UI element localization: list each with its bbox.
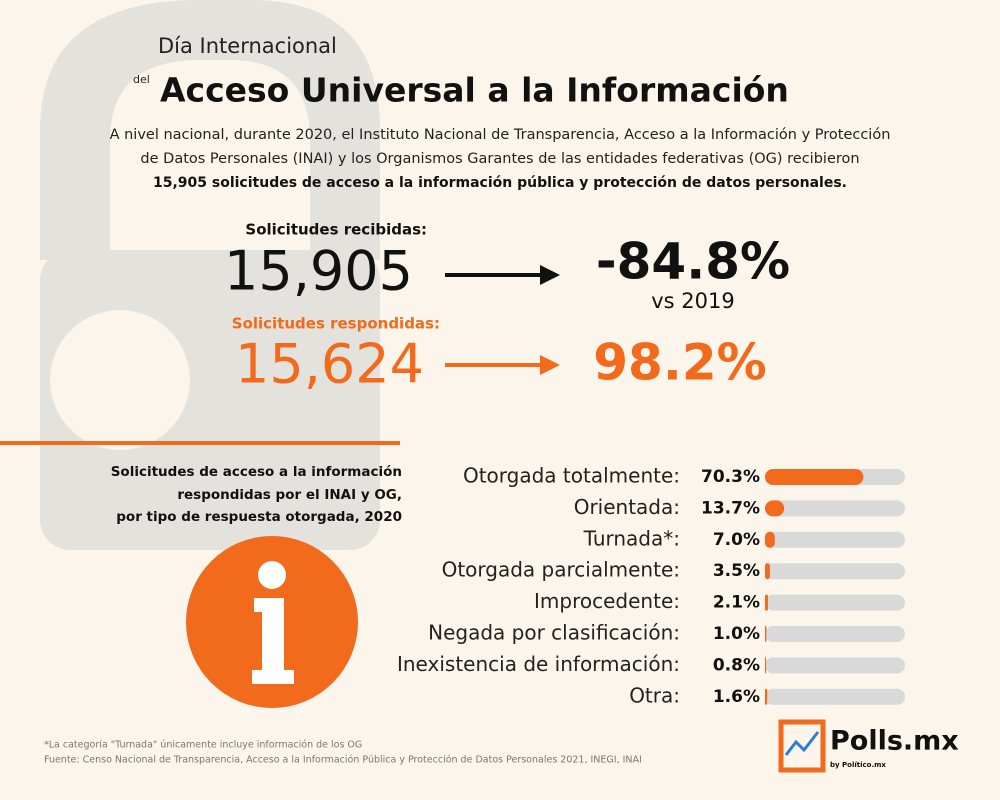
received-number: 15,905 [224,240,413,303]
arrow-head [540,355,560,375]
value-label: 1.6% [713,687,760,707]
answered-share: 98.2% [593,334,766,392]
chart-title: respondidas por el INAI y OG, [177,487,402,503]
source: Fuente: Censo Nacional de Transparencia,… [44,755,642,766]
bar-track [765,626,905,642]
intro-line: A nivel nacional, durante 2020, el Insti… [110,127,891,143]
change-note: vs 2019 [651,289,735,313]
bar [765,688,768,705]
category-label: Otra: [629,683,680,707]
category-label: Inexistencia de información: [397,652,680,676]
logo-line [784,731,820,756]
value-label: 2.1% [713,593,760,613]
info-stem [252,598,294,684]
value-label: 0.8% [713,655,760,675]
category-label: Otorgada totalmente: [463,464,680,488]
logo: Polls.mx by Político.mx [778,719,959,773]
chart-title: por tipo de respuesta otorgada, 2020 [116,509,402,525]
bar-track [765,657,905,674]
answered-number: 15,624 [235,333,424,396]
bar [765,469,864,485]
category-label: Otorgada parcialmente: [442,558,680,582]
bar [765,594,768,611]
bar [765,563,770,580]
chart-title: Solicitudes de acceso a la información [111,464,402,480]
arrow-head [540,265,560,285]
bar [765,657,767,674]
change: -84.8% [596,233,790,291]
connector: del [133,73,150,86]
answered-label: Solicitudes respondidas: [232,315,440,333]
padlock-hole [50,310,190,450]
footnote: *La categoría "Turnada" únicamente inclu… [44,740,362,751]
bar [765,531,775,548]
bar-track [765,531,905,548]
bar [765,500,785,517]
category-label: Improcedente: [534,589,680,613]
value-label: 1.0% [713,624,760,644]
bar-track [765,500,905,517]
value-label: 70.3% [701,467,760,487]
value-label: 7.0% [713,530,760,550]
bar [765,626,767,642]
logo-icon [778,719,826,773]
category-label: Negada por clasificación: [428,621,680,645]
pretitle: Día Internacional [158,34,337,58]
info-dot [258,561,286,589]
title: Acceso Universal a la Información [160,71,789,110]
received-label: Solicitudes recibidas: [245,221,427,239]
category-label: Orientada: [574,495,680,519]
intro-bold: 15,905 solicitudes de acceso a la inform… [153,175,847,191]
intro-line: de Datos Personales (INAI) y los Organis… [140,151,859,167]
bar-track [765,594,905,611]
divider [0,441,400,445]
value-label: 3.5% [713,561,760,581]
logo-name: Polls.mx [830,726,959,757]
category-label: Turnada*: [583,526,680,550]
bar-track [765,563,905,580]
logo-by: by Político.mx [830,761,886,769]
bar-track [765,688,905,705]
value-label: 13.7% [701,498,760,518]
